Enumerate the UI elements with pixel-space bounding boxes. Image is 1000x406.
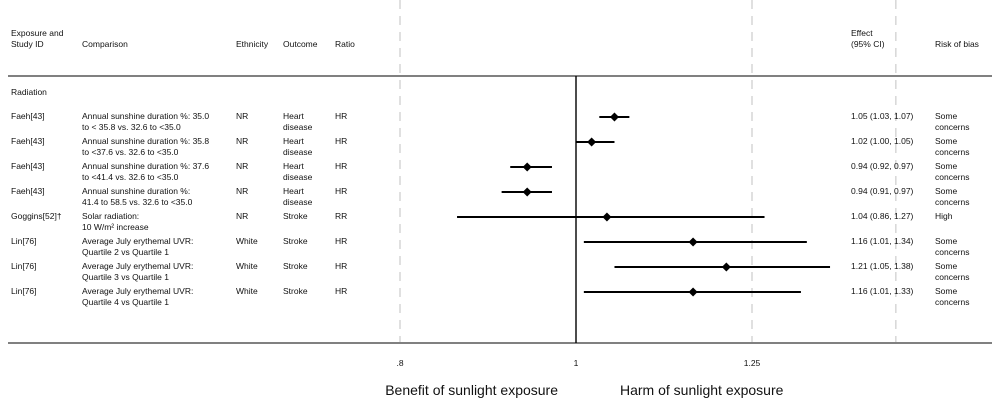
row-bias-2: Some concerns bbox=[935, 161, 970, 182]
row-bias-7: Some concerns bbox=[935, 286, 970, 307]
row-bias-6: Some concerns bbox=[935, 261, 970, 282]
row-outcome-4: Stroke bbox=[283, 211, 308, 221]
row-study-0: Faeh[43] bbox=[11, 111, 45, 121]
row-comparison-5: Average July erythemal UVR: Quartile 2 v… bbox=[82, 236, 194, 257]
point-estimate-6 bbox=[721, 262, 731, 272]
row-ethnicity-7: White bbox=[236, 286, 258, 296]
row-effect-0: 1.05 (1.03, 1.07) bbox=[851, 111, 914, 121]
row-study-1: Faeh[43] bbox=[11, 136, 45, 146]
row-ratio-6: HR bbox=[335, 261, 348, 271]
row-outcome-0: Heart disease bbox=[283, 111, 313, 132]
point-estimate-5 bbox=[688, 237, 698, 247]
row-outcome-5: Stroke bbox=[283, 236, 308, 246]
row-ratio-7: HR bbox=[335, 286, 348, 296]
row-study-6: Lin[76] bbox=[11, 261, 37, 271]
row-ethnicity-5: White bbox=[236, 236, 258, 246]
row-bias-5: Some concerns bbox=[935, 236, 970, 257]
row-ethnicity-3: NR bbox=[236, 186, 249, 196]
row-effect-3: 0.94 (0.91, 0.97) bbox=[851, 186, 914, 196]
row-outcome-1: Heart disease bbox=[283, 136, 313, 157]
row-study-3: Faeh[43] bbox=[11, 186, 45, 196]
xlabel-benefit: Benefit of sunlight exposure bbox=[385, 382, 558, 398]
row-ratio-1: HR bbox=[335, 136, 348, 146]
header-ethnicity: Ethnicity bbox=[236, 39, 269, 49]
header-effect: Effect (95% CI) bbox=[851, 28, 885, 49]
row-effect-5: 1.16 (1.01, 1.34) bbox=[851, 236, 914, 246]
point-estimate-3 bbox=[522, 187, 532, 197]
row-comparison-1: Annual sunshine duration %: 35.8 to <37.… bbox=[82, 136, 210, 157]
row-ethnicity-0: NR bbox=[236, 111, 249, 121]
row-study-5: Lin[76] bbox=[11, 236, 37, 246]
row-ratio-4: RR bbox=[335, 211, 348, 221]
row-ethnicity-6: White bbox=[236, 261, 258, 271]
header-ratio: Ratio bbox=[335, 39, 355, 49]
x-tick-label-0: .8 bbox=[396, 358, 404, 368]
row-comparison-4: Solar radiation: 10 W/m² increase bbox=[82, 211, 149, 232]
x-tick-label-1: 1 bbox=[573, 358, 579, 368]
section-label: Radiation bbox=[11, 87, 47, 97]
row-effect-7: 1.16 (1.01, 1.33) bbox=[851, 286, 914, 296]
row-study-2: Faeh[43] bbox=[11, 161, 45, 171]
header-bias: Risk of bias bbox=[935, 39, 979, 49]
row-ethnicity-2: NR bbox=[236, 161, 249, 171]
header-comparison: Comparison bbox=[82, 39, 128, 49]
row-effect-2: 0.94 (0.92, 0.97) bbox=[851, 161, 914, 171]
row-comparison-2: Annual sunshine duration %: 37.6 to <41.… bbox=[82, 161, 210, 182]
row-bias-3: Some concerns bbox=[935, 186, 970, 207]
point-estimate-2 bbox=[522, 162, 532, 172]
xlabel-harm: Harm of sunlight exposure bbox=[620, 382, 784, 398]
row-ratio-3: HR bbox=[335, 186, 348, 196]
row-bias-0: Some concerns bbox=[935, 111, 970, 132]
point-estimate-0 bbox=[609, 112, 619, 122]
row-outcome-2: Heart disease bbox=[283, 161, 313, 182]
row-comparison-6: Average July erythemal UVR: Quartile 3 v… bbox=[82, 261, 194, 282]
row-ratio-5: HR bbox=[335, 236, 348, 246]
row-effect-1: 1.02 (1.00, 1.05) bbox=[851, 136, 914, 146]
header-study: Exposure and Study ID bbox=[11, 28, 64, 49]
point-estimate-7 bbox=[688, 287, 698, 297]
row-effect-4: 1.04 (0.86, 1.27) bbox=[851, 211, 914, 221]
row-comparison-0: Annual sunshine duration %: 35.0 to < 35… bbox=[82, 111, 210, 132]
row-bias-4: High bbox=[935, 211, 953, 221]
row-ethnicity-4: NR bbox=[236, 211, 249, 221]
row-outcome-7: Stroke bbox=[283, 286, 308, 296]
row-outcome-3: Heart disease bbox=[283, 186, 313, 207]
row-outcome-6: Stroke bbox=[283, 261, 308, 271]
header-outcome: Outcome bbox=[283, 39, 318, 49]
row-comparison-3: Annual sunshine duration %: 41.4 to 58.5… bbox=[82, 186, 193, 207]
row-study-7: Lin[76] bbox=[11, 286, 37, 296]
x-tick-label-2: 1.25 bbox=[743, 358, 761, 368]
row-ratio-2: HR bbox=[335, 161, 348, 171]
row-bias-1: Some concerns bbox=[935, 136, 970, 157]
row-ratio-0: HR bbox=[335, 111, 348, 121]
row-comparison-7: Average July erythemal UVR: Quartile 4 v… bbox=[82, 286, 194, 307]
row-ethnicity-1: NR bbox=[236, 136, 249, 146]
row-study-4: Goggins[52]† bbox=[11, 211, 62, 221]
point-estimate-4 bbox=[602, 212, 612, 222]
point-estimate-1 bbox=[587, 137, 597, 147]
row-effect-6: 1.21 (1.05, 1.38) bbox=[851, 261, 914, 271]
